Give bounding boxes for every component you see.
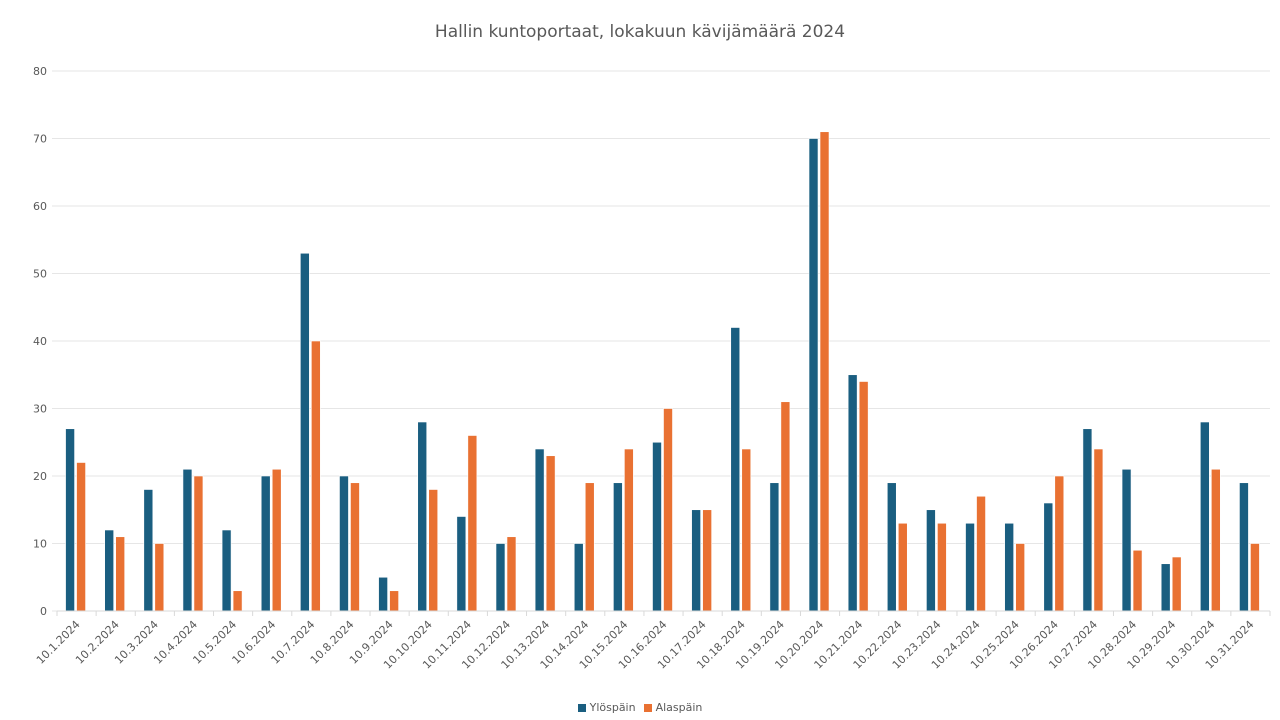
bar-up[interactable] xyxy=(613,482,623,612)
bar-down[interactable] xyxy=(232,590,243,612)
bar-up[interactable] xyxy=(808,138,819,612)
bar-down[interactable] xyxy=(858,381,869,612)
bar-down[interactable] xyxy=(780,401,791,612)
bar-up[interactable] xyxy=(534,448,545,612)
y-tick-label: 50 xyxy=(33,268,47,281)
bar-up[interactable] xyxy=(1121,468,1132,612)
bar-down[interactable] xyxy=(545,455,556,612)
bar-up[interactable] xyxy=(886,482,897,612)
bar-up[interactable] xyxy=(1043,502,1054,612)
bar-down[interactable] xyxy=(428,489,439,612)
bar-up[interactable] xyxy=(417,421,428,612)
bar-up[interactable] xyxy=(1004,522,1014,612)
bar-up[interactable] xyxy=(926,509,936,612)
bar-up[interactable] xyxy=(378,576,388,612)
bar-up[interactable] xyxy=(847,374,858,612)
bar-down[interactable] xyxy=(1054,475,1065,612)
bar-down[interactable] xyxy=(584,482,595,612)
bar-up[interactable] xyxy=(1239,482,1249,612)
bar-up[interactable] xyxy=(143,489,154,612)
bar-down[interactable] xyxy=(389,590,399,612)
bar-up[interactable] xyxy=(339,475,349,612)
bar-down[interactable] xyxy=(467,435,478,612)
legend-item-up[interactable]: Ylöspäin xyxy=(577,701,636,714)
bar-down[interactable] xyxy=(1171,556,1182,612)
bar-up[interactable] xyxy=(104,529,114,612)
legend-label-up: Ylöspäin xyxy=(589,701,636,714)
y-tick-label: 40 xyxy=(33,335,47,348)
bar-up[interactable] xyxy=(221,529,232,612)
bar-up[interactable] xyxy=(182,468,193,612)
y-tick-label: 20 xyxy=(33,470,47,483)
bar-up[interactable] xyxy=(769,482,780,612)
y-tick-label: 80 xyxy=(33,65,47,78)
bar-down[interactable] xyxy=(741,448,752,612)
bar-down[interactable] xyxy=(76,462,86,612)
bar-down[interactable] xyxy=(154,543,165,612)
bar-up[interactable] xyxy=(260,475,271,612)
bar-up[interactable] xyxy=(495,543,506,612)
bar-up[interactable] xyxy=(730,327,741,612)
bar-up[interactable] xyxy=(1082,428,1093,612)
y-tick-label: 10 xyxy=(33,538,47,551)
bar-up[interactable] xyxy=(1160,563,1171,612)
bar-up[interactable] xyxy=(652,441,662,612)
bar-up[interactable] xyxy=(965,522,975,612)
y-tick-label: 70 xyxy=(33,133,47,146)
x-axis: 10.1.202410.2.202410.3.202410.4.202410.5… xyxy=(34,610,1271,672)
bar-up[interactable] xyxy=(456,516,467,612)
bar-up[interactable] xyxy=(573,543,584,612)
legend-swatch-up-icon xyxy=(577,703,586,712)
bar-up[interactable] xyxy=(300,252,310,612)
bar-down[interactable] xyxy=(702,509,712,612)
legend: Ylöspäin Alaspäin xyxy=(0,701,1280,714)
y-axis: 0 10 20 30 40 50 60 70 80 xyxy=(33,65,47,618)
y-tick-label: 60 xyxy=(33,200,47,213)
bar-up[interactable] xyxy=(65,428,75,612)
bar-up[interactable] xyxy=(1200,421,1210,612)
y-tick-label: 0 xyxy=(40,605,47,618)
bar-up[interactable] xyxy=(691,509,701,612)
bars xyxy=(65,131,1260,612)
bar-down[interactable] xyxy=(1015,543,1025,612)
bar-down[interactable] xyxy=(350,482,360,612)
bar-down[interactable] xyxy=(271,468,282,612)
legend-item-down[interactable]: Alaspäin xyxy=(643,701,703,714)
bar-down[interactable] xyxy=(976,495,986,612)
y-tick-label: 30 xyxy=(33,403,47,416)
bar-down[interactable] xyxy=(1250,543,1260,612)
legend-swatch-down-icon xyxy=(643,703,652,712)
bar-down[interactable] xyxy=(663,408,673,612)
bar-down[interactable] xyxy=(193,475,204,612)
bar-down[interactable] xyxy=(1132,549,1143,612)
bar-down[interactable] xyxy=(311,340,321,612)
bar-down[interactable] xyxy=(115,536,125,612)
bar-down[interactable] xyxy=(819,131,830,612)
chart-title: Hallin kuntoportaat, lokakuun kävijämäär… xyxy=(434,22,846,42)
bar-down[interactable] xyxy=(1211,468,1221,612)
bar-down[interactable] xyxy=(937,522,947,612)
bar-down[interactable] xyxy=(1093,448,1104,612)
bar-down[interactable] xyxy=(897,522,908,612)
bar-down[interactable] xyxy=(506,536,517,612)
bar-down[interactable] xyxy=(624,448,634,612)
legend-label-down: Alaspäin xyxy=(655,701,703,714)
